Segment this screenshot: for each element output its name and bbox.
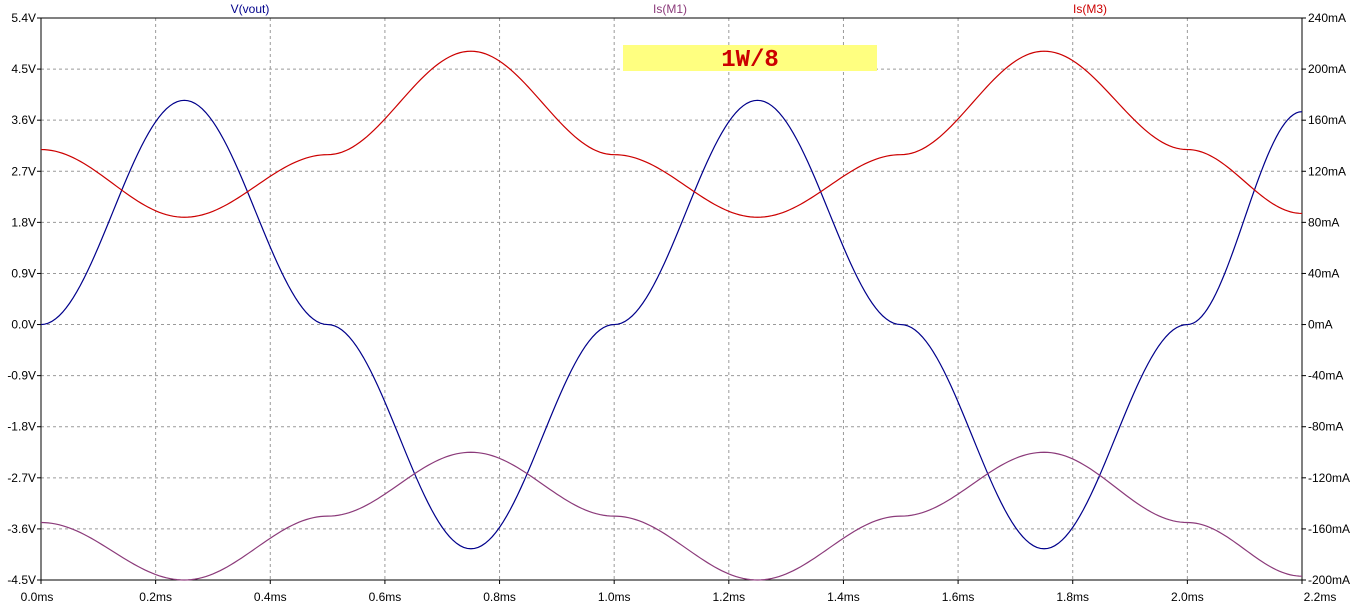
left-tick-label: -2.7V [7,471,36,485]
annotation-text: 1W/8 [721,47,779,74]
grid-lines [41,18,1302,580]
right-tick-label: 120mA [1308,164,1346,178]
x-tick-label: 0.0ms [21,590,54,604]
left-tick-label: 0.0V [11,318,36,332]
left-tick-label: -0.9V [7,369,36,383]
x-axis-ticks: 0.0ms 0.2ms 0.4ms 0.6ms 0.8ms 1.0ms 1.2ms 1.4ms… [21,580,1337,604]
traces [40,50,1303,581]
trace-is-m3[interactable] [40,50,1303,218]
right-tick-label: 40mA [1308,266,1339,280]
x-tick-label: 1.4ms [827,590,860,604]
right-tick-label: -40mA [1308,369,1343,383]
left-tick-label: -4.5V [7,573,36,587]
left-tick-label: 2.7V [11,164,36,178]
left-tick-label: 4.5V [11,62,36,76]
trace-legend: V(vout) Is(M1) Is(M3) [231,2,1107,16]
right-axis-ticks: 240mA 200mA 160mA 120mA 80mA 40mA 0mA -40mA -80m… [1302,11,1350,587]
right-tick-label: 200mA [1308,62,1346,76]
plot-frame [40,17,1303,581]
left-tick-label: 1.8V [11,215,36,229]
left-tick-label: -3.6V [7,522,36,536]
right-tick-label: 80mA [1308,215,1339,229]
right-tick-label: 160mA [1308,113,1346,127]
right-tick-label: 0mA [1308,318,1333,332]
right-tick-label: -160mA [1308,522,1350,536]
right-tick-label: 240mA [1308,11,1346,25]
x-tick-label: 0.6ms [369,590,402,604]
legend-label[interactable]: V(vout) [231,2,270,16]
legend-label[interactable]: Is(M3) [1073,2,1107,16]
x-tick-label: 2.0ms [1171,590,1204,604]
left-tick-label: 5.4V [11,11,36,25]
trace-v-vout[interactable] [40,99,1303,550]
right-tick-label: -120mA [1308,471,1350,485]
left-axis-ticks: 5.4V 4.5V 3.6V 2.7V 1.8V 0.9V 0.0V -0.9V -1.8V -2… [7,11,41,587]
left-tick-label: -1.8V [7,420,36,434]
trace-is-m1[interactable] [40,451,1303,581]
x-tick-label: 2.2ms [1304,590,1337,604]
left-tick-label: 3.6V [11,113,36,127]
x-tick-label: 1.6ms [942,590,975,604]
x-tick-label: 1.0ms [598,590,631,604]
right-tick-label: -200mA [1308,573,1350,587]
x-tick-label: 0.4ms [254,590,287,604]
x-tick-label: 1.2ms [712,590,745,604]
power-annotation: 1W/8 [623,45,877,74]
left-tick-label: 0.9V [11,266,36,280]
x-tick-label: 0.8ms [483,590,516,604]
legend-label[interactable]: Is(M1) [653,2,687,16]
x-tick-label: 1.8ms [1056,590,1089,604]
x-tick-label: 0.2ms [139,590,172,604]
annotation-background [623,45,877,71]
right-tick-label: -80mA [1308,420,1343,434]
